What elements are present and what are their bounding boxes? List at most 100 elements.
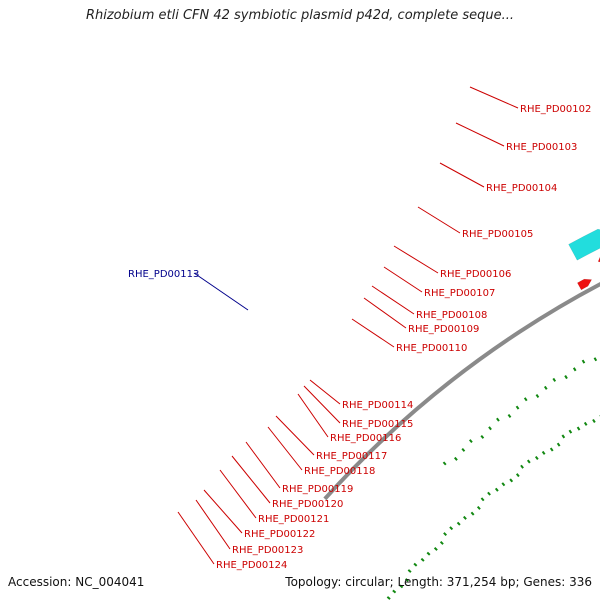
gc-dot: [468, 439, 473, 444]
label-leader-line: [383, 266, 423, 293]
label-leader-line: [417, 206, 461, 234]
backbone-circle: [323, 282, 600, 501]
label-leader-line: [439, 162, 485, 188]
label-leader-line: [469, 86, 519, 109]
gc-dot: [392, 589, 397, 594]
label-leader-line: [193, 272, 249, 311]
gc-dot: [494, 487, 499, 492]
backbone-track: [323, 282, 600, 501]
gc-dot: [541, 450, 546, 455]
gc-dot: [568, 429, 573, 434]
gene-arrow: [568, 228, 600, 261]
gc-dot: [399, 584, 404, 589]
gc-dot: [576, 426, 581, 431]
gc-dot: [454, 456, 458, 461]
gc-dot: [439, 540, 444, 545]
gene-label: RHE_PD00107: [424, 288, 495, 299]
gc-dot: [564, 375, 568, 380]
gc-dot: [496, 417, 500, 422]
gc-dot: [413, 562, 418, 567]
label-leader-line: [203, 489, 243, 534]
gene-label: RHE_PD00123: [232, 545, 303, 556]
gene-label: RHE_PD00122: [244, 529, 315, 540]
gc-dot: [461, 447, 466, 452]
gc-dot: [404, 578, 409, 582]
gene-label: RHE_PD00117: [316, 451, 387, 462]
gene-arrow: [577, 278, 593, 291]
gene-label: RHE_PD00124: [216, 560, 287, 571]
gc-dot: [456, 521, 461, 526]
label-leader-line: [303, 385, 341, 424]
gc-dot: [507, 413, 512, 418]
label-leader-line: [267, 426, 303, 471]
gene-label: RHE_PD00104: [486, 183, 557, 194]
gc-dot: [583, 421, 588, 426]
label-leader-line: [393, 245, 439, 274]
gc-dot: [449, 526, 454, 531]
gene-label: RHE_PD00116: [330, 433, 401, 444]
gene-label: RHE_PD00118: [304, 466, 375, 477]
label-leader-line: [245, 441, 281, 489]
gc-dot: [470, 511, 475, 516]
gene-label: RHE_PD00106: [440, 269, 511, 280]
label-leader-line: [371, 285, 415, 315]
label-leader-line: [297, 393, 329, 438]
gc-dot: [556, 442, 561, 447]
gc-dot: [526, 459, 531, 464]
gc-dot: [501, 482, 506, 487]
gc-dot: [480, 434, 485, 439]
label-leader-line: [309, 379, 341, 405]
label-leader-line: [351, 318, 395, 348]
gc-dot: [543, 385, 548, 390]
label-leader-line: [177, 511, 215, 565]
gc-dot: [386, 596, 391, 600]
gene-label: RHE_PD00103: [506, 142, 577, 153]
gc-dot: [442, 461, 447, 466]
label-leader-line: [455, 122, 505, 147]
label-leader-line: [275, 415, 315, 456]
gc-dot: [515, 473, 520, 478]
gc-dot: [520, 464, 524, 469]
gc-dot: [572, 367, 577, 372]
label-leader-line: [195, 499, 231, 550]
gc-dot: [420, 557, 425, 562]
gene-label: RHE_PD00110: [396, 343, 467, 354]
gene-label: RHE_PD00102: [520, 104, 591, 115]
map-title: Rhizobium etli CFN 42 symbiotic plasmid …: [85, 8, 515, 23]
gc-dot: [534, 455, 539, 460]
gene-label: RHE_PD00105: [462, 229, 533, 240]
gc-dot: [535, 393, 540, 399]
gc-dot: [552, 377, 557, 382]
label-leader-line: [363, 297, 407, 329]
gene-labels: RHE_PD00102 RHE_PD00103 RHE_PD00104 RHE_PD0…: [128, 86, 591, 571]
gc-dot: [581, 359, 586, 364]
gene-label: RHE_PD00109: [408, 324, 479, 335]
gc-dot: [433, 547, 438, 551]
gene-label: RHE_PD00114: [342, 400, 413, 411]
gc-dot: [592, 418, 596, 423]
gc-dot: [487, 491, 491, 496]
topology-text: Topology: circular; Length: 371,254 bp; …: [285, 575, 592, 589]
gene-label: RHE_PD00120: [272, 499, 343, 510]
gene-label: RHE_PD00121: [258, 514, 329, 525]
gene-label: RHE_PD00119: [282, 484, 353, 495]
gc-content-track: [386, 357, 600, 600]
gc-dot: [593, 357, 598, 362]
gc-dot: [509, 478, 514, 483]
gc-dot: [426, 551, 431, 556]
gc-dot: [549, 447, 554, 452]
gc-dot: [463, 515, 467, 520]
accession-text: Accession: NC_004041: [8, 575, 145, 589]
gc-dot: [476, 505, 481, 510]
gc-dot: [443, 532, 448, 537]
gene-label: RHE_PD00115: [342, 419, 413, 430]
gc-dot: [523, 397, 528, 402]
gene-label: RHE_PD00108: [416, 310, 487, 321]
gc-dot: [480, 497, 485, 502]
label-leader-line: [219, 469, 257, 519]
gc-dot: [488, 426, 492, 431]
gc-dot: [515, 405, 520, 410]
label-leader-line: [231, 455, 271, 504]
gene-label: RHE_PD00113: [128, 269, 199, 280]
